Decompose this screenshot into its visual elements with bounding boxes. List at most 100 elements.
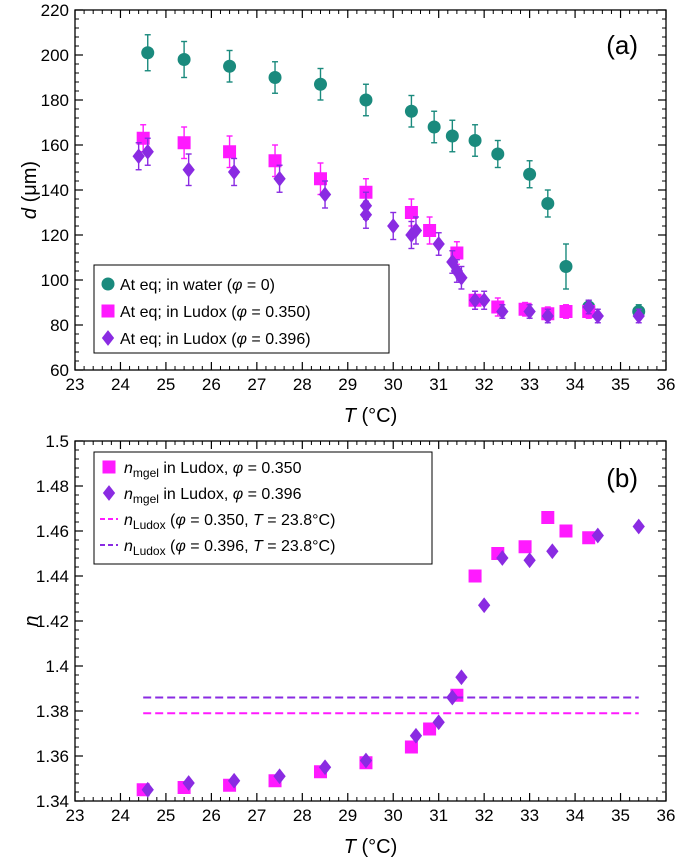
data-point — [591, 527, 604, 544]
data-point — [523, 303, 536, 320]
data-point — [541, 511, 555, 524]
x-tick-label: 36 — [657, 806, 676, 825]
y-tick-label: 200 — [41, 46, 69, 65]
legend-label: nLudox (φ = 0.396, T = 23.8°C) — [124, 538, 335, 558]
legend-sub: mgel — [133, 492, 159, 506]
x-tick-label: 27 — [247, 375, 266, 394]
x-tick-label: 28 — [293, 375, 312, 394]
data-point — [559, 305, 573, 318]
legend-label: At eq; in Ludox (φ = 0.350) — [120, 304, 311, 321]
legend-label: At eq; in Ludox (φ = 0.396) — [120, 331, 311, 348]
data-point — [359, 752, 373, 769]
x-tick-label: 31 — [429, 375, 448, 394]
legend-label: At eq; in water (φ = 0) — [120, 277, 275, 294]
data-point — [177, 136, 191, 150]
y-tick-label: 220 — [41, 1, 69, 20]
data-point — [541, 197, 555, 210]
y-tick-label: 1.38 — [36, 702, 69, 721]
data-point — [523, 552, 536, 569]
legend-box — [93, 451, 433, 565]
x-axis-label-unit: (°C) — [356, 405, 397, 427]
data-point — [359, 206, 373, 223]
legend-text: At eq; in Ludox ( — [120, 331, 237, 348]
legend-marker — [101, 304, 115, 318]
data-point — [136, 131, 150, 145]
legend-phi: φ — [237, 304, 247, 321]
series-1 — [141, 518, 645, 798]
data-point — [223, 145, 237, 159]
x-tick-label: 27 — [247, 806, 266, 825]
x-axis-label-var: T — [344, 836, 358, 858]
panel-label: (a) — [606, 30, 638, 60]
legend-text: = 0.396 — [243, 486, 301, 503]
data-point — [559, 524, 573, 538]
panel-label: (b) — [606, 463, 638, 493]
data-point — [404, 740, 418, 754]
data-point — [445, 129, 459, 143]
legend-text: = 0.350) — [247, 304, 311, 321]
data-point — [478, 292, 491, 309]
legend-phi: φ — [233, 486, 243, 503]
legend-box — [93, 264, 390, 354]
y-axis-label: n — [21, 615, 43, 626]
x-tick-label: 26 — [202, 806, 221, 825]
legend-text: At eq; in water ( — [120, 277, 233, 294]
data-point — [559, 260, 573, 273]
data-point — [132, 148, 145, 165]
x-tick-label: 35 — [611, 375, 630, 394]
data-point — [404, 104, 418, 118]
data-point — [632, 518, 645, 535]
legend-phi: φ — [233, 460, 243, 477]
data-point — [427, 120, 441, 134]
legend-label: nmgel in Ludox, φ = 0.350 — [124, 460, 302, 480]
data-point — [268, 154, 282, 168]
data-point — [632, 308, 645, 324]
data-point — [313, 172, 327, 186]
series-1 — [136, 124, 596, 322]
legend-marker — [101, 277, 115, 291]
legend-text: = 0.350, — [186, 512, 253, 529]
x-tick-label: 28 — [293, 806, 312, 825]
legend-sub: Ludox — [133, 518, 166, 532]
data-point — [141, 143, 154, 160]
legend-phi: φ — [175, 512, 185, 529]
x-axis-label: T (°C) — [344, 405, 398, 427]
legend-T: T — [253, 538, 264, 555]
data-point — [318, 759, 332, 776]
x-axis-label-var: T — [344, 405, 358, 427]
legend-text: ( — [166, 538, 176, 555]
legend-text: = 0.396) — [247, 331, 311, 348]
data-point — [450, 263, 464, 279]
x-tick-label: 29 — [338, 806, 357, 825]
x-tick-label: 23 — [66, 806, 85, 825]
data-point — [518, 540, 532, 554]
y-tick-label: 160 — [41, 136, 69, 155]
data-point — [273, 768, 286, 785]
x-tick-label: 34 — [566, 375, 585, 394]
x-tick-label: 23 — [66, 375, 85, 394]
legend-text: At eq; in Ludox ( — [120, 304, 237, 321]
y-tick-label: 140 — [41, 181, 69, 200]
data-point — [496, 303, 509, 320]
x-tick-label: 36 — [657, 375, 676, 394]
data-point — [423, 722, 437, 736]
legend-text: = 23.8°C) — [263, 538, 336, 555]
y-tick-label: 1.44 — [36, 567, 69, 586]
y-axis-label-var: d — [19, 207, 41, 219]
data-point — [546, 543, 559, 560]
data-point — [468, 292, 482, 309]
y-axis-label-unit: (μm) — [19, 161, 41, 208]
data-point — [582, 299, 595, 315]
x-tick-label: 35 — [611, 806, 630, 825]
data-point — [141, 781, 154, 798]
data-point — [491, 147, 505, 161]
legend: At eq; in water (φ = 0) At eq; in Ludox (… — [93, 264, 390, 354]
legend-text: ( — [166, 512, 176, 529]
legend-text: = 23.8°C) — [263, 512, 336, 529]
y-tick-label: 80 — [50, 316, 69, 335]
legend-marker — [101, 330, 115, 346]
data-point — [141, 46, 155, 60]
y-tick-label: 1.36 — [36, 747, 69, 766]
data-point — [318, 186, 332, 203]
